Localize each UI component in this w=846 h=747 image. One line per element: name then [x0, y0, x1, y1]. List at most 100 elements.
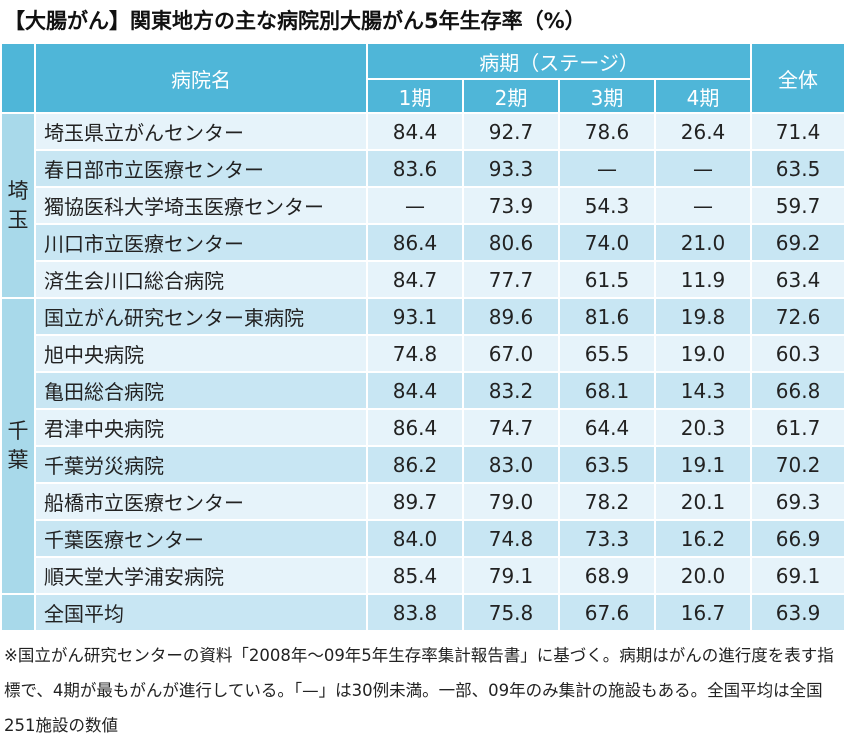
stage-3-value: 64.4: [558, 408, 656, 447]
hospital-name: 船橋市立医療センター: [34, 482, 368, 521]
header-stage-3: 3期: [558, 78, 656, 114]
stage-1-value: 83.8: [366, 593, 464, 632]
overall-value: 66.8: [750, 371, 846, 410]
stage-4-value: 26.4: [653, 112, 753, 151]
stage-1-value: 86.4: [366, 408, 464, 447]
hospital-name: 千葉医療センター: [34, 519, 368, 558]
overall-value: 66.9: [750, 519, 846, 558]
stage-2-value: 83.0: [462, 445, 560, 484]
stage-4-value: 20.3: [653, 408, 753, 447]
stage-1-value: 85.4: [366, 556, 464, 595]
hospital-name: 亀田総合病院: [34, 371, 368, 410]
hospital-name: 埼玉県立がんセンター: [34, 112, 368, 151]
stage-4-value: 20.0: [653, 556, 753, 595]
stage-1-value: —: [366, 186, 464, 225]
region-label: 埼 玉: [0, 112, 36, 299]
header-spacer: [0, 42, 36, 114]
table-row: 君津中央病院 86.4 74.7 64.4 20.3 61.7: [1, 408, 846, 447]
stage-3-value: 78.6: [558, 112, 656, 151]
stage-4-value: 19.8: [653, 297, 753, 336]
table-row: 川口市立医療センター 86.4 80.6 74.0 21.0 69.2: [1, 223, 846, 262]
table-row: 済生会川口総合病院 84.7 77.7 61.5 11.9 63.4: [1, 260, 846, 299]
stage-3-value: 78.2: [558, 482, 656, 521]
stage-2-value: 79.1: [462, 556, 560, 595]
header-overall: 全体: [750, 42, 846, 114]
stage-1-value: 83.6: [366, 149, 464, 188]
table-row: 獨協医科大学埼玉医療センター —73.9 54.3—59.7: [1, 186, 846, 225]
stage-4-value: 16.2: [653, 519, 753, 558]
hospital-name: 旭中央病院: [34, 334, 368, 373]
footnote: ※国立がん研究センターの資料「2008年～09年5年生存率集計報告書」に基づく。…: [4, 646, 834, 735]
stage-3-value: 73.3: [558, 519, 656, 558]
hospital-name: 済生会川口総合病院: [34, 260, 368, 299]
overall-value: 60.3: [750, 334, 846, 373]
stage-1-value: 84.0: [366, 519, 464, 558]
stage-3-value: —: [558, 149, 656, 188]
overall-value: 70.2: [750, 445, 846, 484]
overall-value: 63.4: [750, 260, 846, 299]
stage-3-value: 74.0: [558, 223, 656, 262]
overall-value: 61.7: [750, 408, 846, 447]
stage-1-value: 74.8: [366, 334, 464, 373]
stage-2-value: 77.7: [462, 260, 560, 299]
stage-1-value: 84.4: [366, 371, 464, 410]
stage-1-value: 84.7: [366, 260, 464, 299]
stage-4-value: —: [653, 186, 753, 225]
page-title: 【大腸がん】関東地方の主な病院別大腸がん5年生存率（%）: [4, 9, 586, 33]
table-row: 千葉医療センター 84.0 74.8 73.3 16.2 66.9: [1, 519, 846, 558]
overall-value: 69.1: [750, 556, 846, 595]
stage-1-value: 86.2: [366, 445, 464, 484]
table-row: 旭中央病院 74.8 67.0 65.5 19.0 60.3: [1, 334, 846, 373]
stage-2-value: 93.3: [462, 149, 560, 188]
overall-value: 63.5: [750, 149, 846, 188]
stage-2-value: 83.2: [462, 371, 560, 410]
stage-4-value: 20.1: [653, 482, 753, 521]
survival-table: 病院名 病期（ステージ） 全体 1期 2期 3期 4期 埼 玉埼玉県立がんセンタ…: [0, 42, 846, 632]
stage-4-value: —: [653, 149, 753, 188]
stage-3-value: 68.1: [558, 371, 656, 410]
hospital-name: 千葉労災病院: [34, 445, 368, 484]
table-row: 埼 玉埼玉県立がんセンター 84.4 92.7 78.6 26.4 71.4: [0, 112, 846, 299]
stage-4-value: 11.9: [653, 260, 753, 299]
stage-3-value: 67.6: [558, 593, 656, 632]
stage-3-value: 61.5: [558, 260, 656, 299]
stage-1-value: 89.7: [366, 482, 464, 521]
stage-2-value: 89.6: [462, 297, 560, 336]
overall-value: 69.2: [750, 223, 846, 262]
overall-value: 63.9: [750, 593, 846, 632]
hospital-name: 順天堂大学浦安病院: [34, 556, 368, 595]
overall-value: 71.4: [750, 112, 846, 151]
header-stage-1: 1期: [366, 78, 464, 114]
hospital-name: 君津中央病院: [34, 408, 368, 447]
header-hospital: 病院名: [34, 42, 368, 114]
stage-1-value: 86.4: [366, 223, 464, 262]
overall-value: 59.7: [750, 186, 846, 225]
hospital-name: 川口市立医療センター: [34, 223, 368, 262]
table-row: 春日部市立医療センター 83.6 93.3— —63.5: [1, 149, 846, 188]
overall-value: 72.6: [750, 297, 846, 336]
header-stage-4: 4期: [653, 78, 753, 114]
stage-2-value: 92.7: [462, 112, 560, 151]
table-row: 順天堂大学浦安病院 85.4 79.1 68.9 20.0 69.1: [1, 556, 846, 595]
header-stage-2: 2期: [462, 78, 560, 114]
stage-4-value: 14.3: [653, 371, 753, 410]
hospital-name: 春日部市立医療センター: [34, 149, 368, 188]
overall-value: 69.3: [750, 482, 846, 521]
stage-2-value: 79.0: [462, 482, 560, 521]
stage-2-value: 75.8: [462, 593, 560, 632]
table-body: 埼 玉埼玉県立がんセンター 84.4 92.7 78.6 26.4 71.4 春日部市立医療…: [0, 112, 846, 632]
hospital-name: 全国平均: [34, 593, 368, 632]
region-label: 千 葉: [0, 297, 36, 595]
stage-2-value: 74.8: [462, 519, 560, 558]
stage-3-value: 65.5: [558, 334, 656, 373]
stage-2-value: 80.6: [462, 223, 560, 262]
hospital-name: 獨協医科大学埼玉医療センター: [34, 186, 368, 225]
table-row: 全国平均 83.8 75.8 67.6 16.7 63.9: [0, 593, 846, 632]
hospital-name: 国立がん研究センター東病院: [34, 297, 368, 336]
stage-1-value: 93.1: [366, 297, 464, 336]
header-stage-group: 病期（ステージ）: [365, 42, 753, 80]
stage-4-value: 19.1: [653, 445, 753, 484]
stage-2-value: 74.7: [462, 408, 560, 447]
stage-2-value: 67.0: [462, 334, 560, 373]
table-row: 千 葉国立がん研究センター東病院 93.1 89.6 81.6 19.8 72.6: [0, 297, 846, 595]
